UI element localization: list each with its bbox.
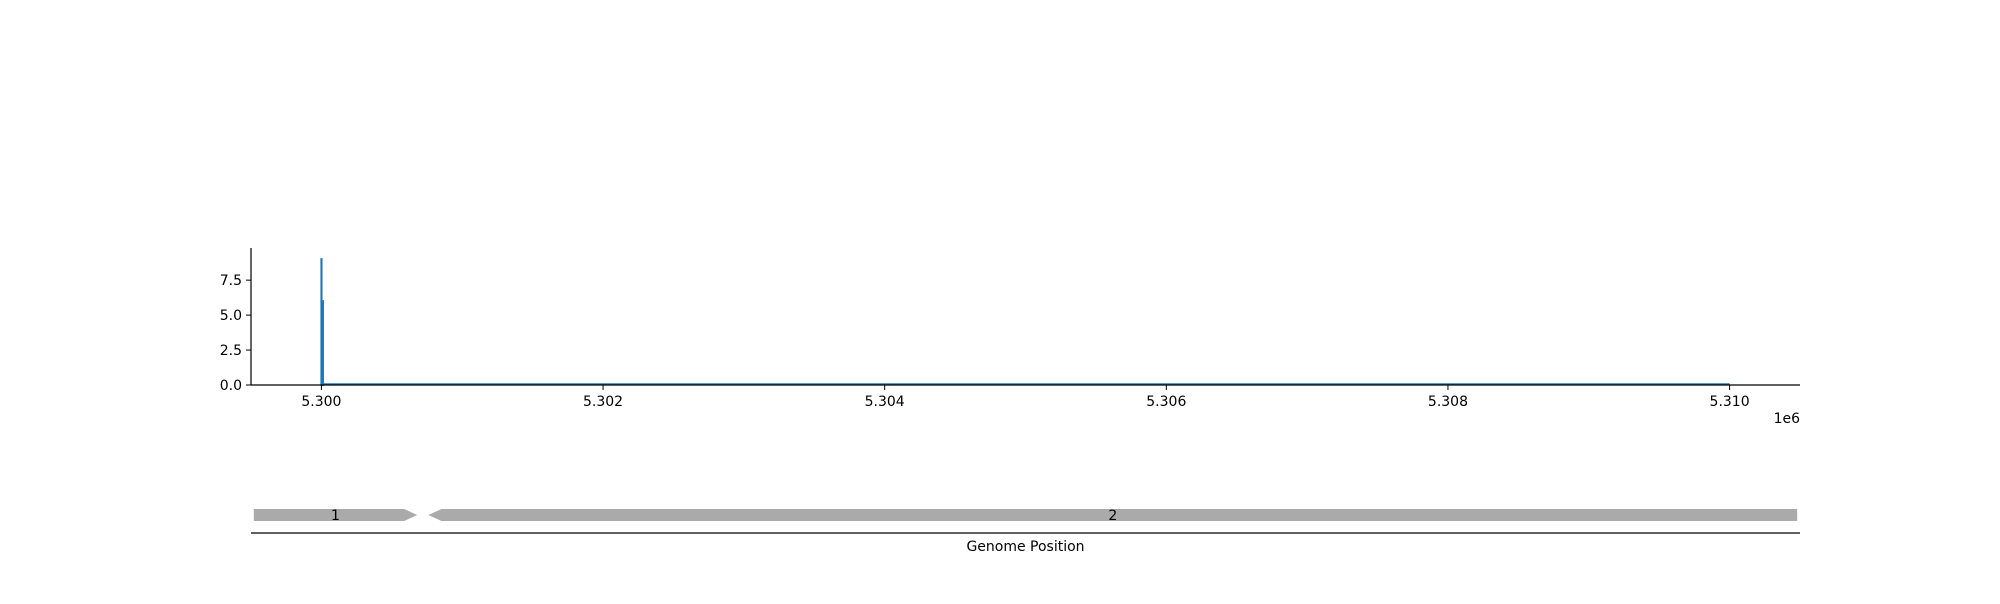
- x-tick-label: 5.300: [301, 394, 341, 410]
- x-tick-label: 5.302: [583, 394, 623, 410]
- x-tick-label: 5.306: [1146, 394, 1186, 410]
- y-tick-label: 0.0: [220, 378, 242, 394]
- x-offset-label: 1e6: [1774, 411, 1801, 427]
- x-tick-label: 5.310: [1710, 394, 1750, 410]
- x-tick-label: 5.304: [865, 394, 905, 410]
- x-tick-label: 5.308: [1428, 394, 1468, 410]
- coverage-line-series-0: [320, 258, 1730, 386]
- gene-track: 1 2 Genome Position: [251, 508, 1800, 555]
- gene-feature-2: [428, 509, 1798, 521]
- y-tick-label: 2.5: [220, 343, 242, 359]
- gene-feature-1: [253, 509, 418, 521]
- gene-feature-label: 2: [1108, 508, 1117, 524]
- x-axis-label: Genome Position: [966, 539, 1084, 555]
- y-tick-label: 7.5: [220, 273, 242, 289]
- coverage-plot: 5.300 5.302 5.304 5.306 5.308 5.310 1e6 0.0 2.5 5…: [220, 248, 1800, 427]
- y-tick-label: 5.0: [220, 308, 242, 324]
- gene-feature-label: 1: [331, 508, 340, 524]
